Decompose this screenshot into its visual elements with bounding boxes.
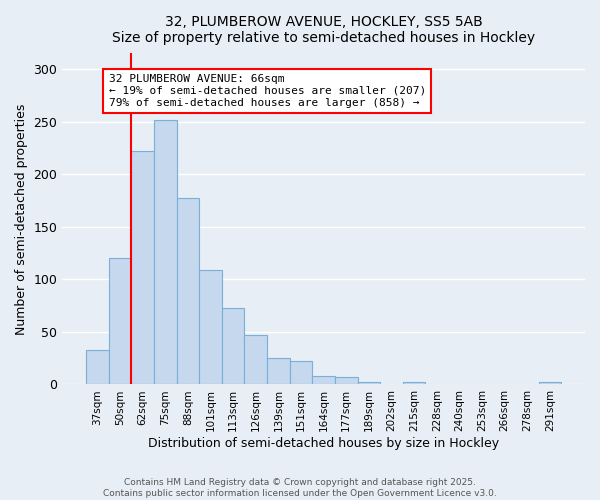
Bar [131,151,154,384]
Y-axis label: Number of semi-detached properties: Number of semi-detached properties [15,103,28,334]
Bar [222,308,244,384]
Bar [176,198,199,384]
Bar [358,382,380,384]
Bar [109,258,131,384]
Bar [290,362,313,384]
Bar [403,382,425,384]
Text: 32 PLUMBEROW AVENUE: 66sqm
← 19% of semi-detached houses are smaller (207)
79% o: 32 PLUMBEROW AVENUE: 66sqm ← 19% of semi… [109,74,426,108]
Title: 32, PLUMBEROW AVENUE, HOCKLEY, SS5 5AB
Size of property relative to semi-detache: 32, PLUMBEROW AVENUE, HOCKLEY, SS5 5AB S… [112,15,535,45]
Text: Contains HM Land Registry data © Crown copyright and database right 2025.
Contai: Contains HM Land Registry data © Crown c… [103,478,497,498]
Bar [154,120,176,384]
Bar [539,382,561,384]
Bar [199,270,222,384]
Bar [267,358,290,384]
Bar [313,376,335,384]
Bar [335,377,358,384]
Bar [86,350,109,384]
X-axis label: Distribution of semi-detached houses by size in Hockley: Distribution of semi-detached houses by … [148,437,499,450]
Bar [244,335,267,384]
